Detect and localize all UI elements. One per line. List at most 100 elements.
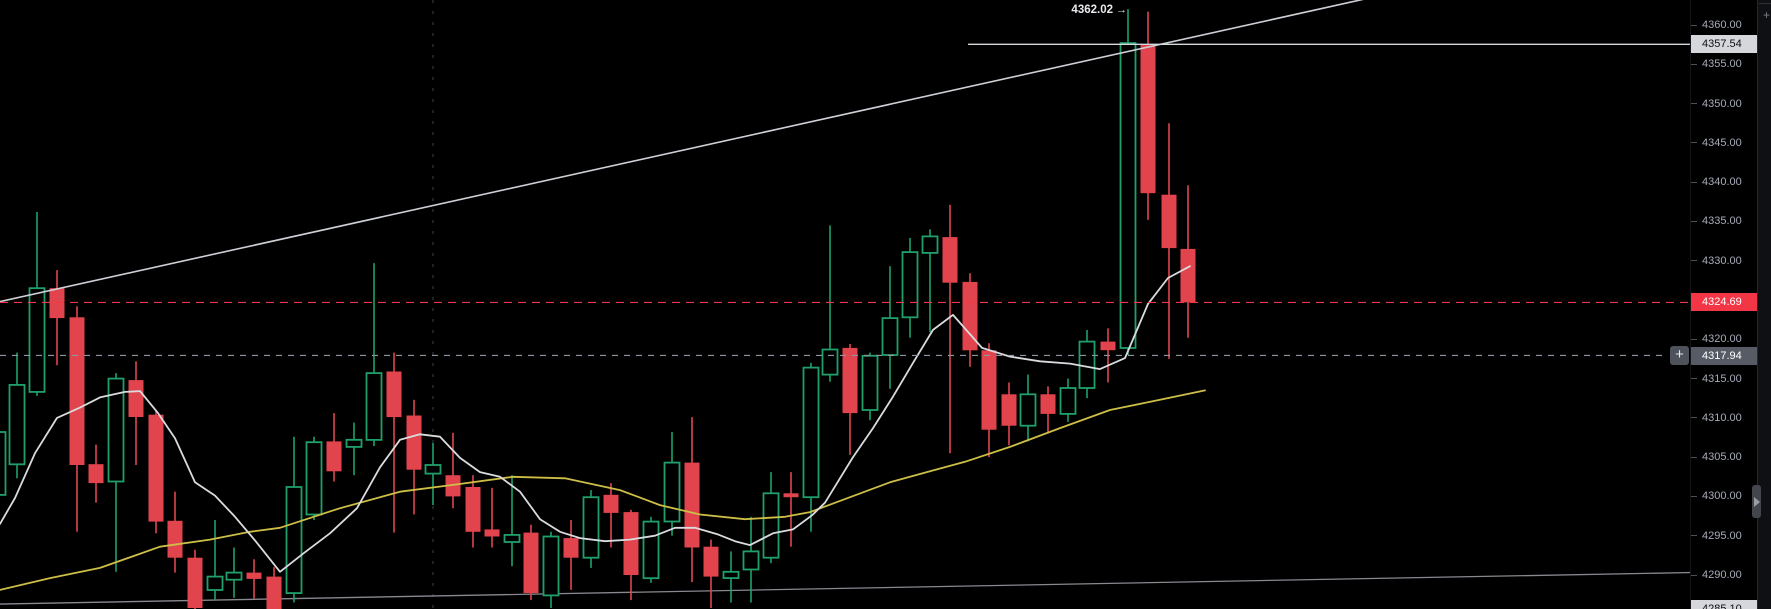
candle-body-down	[167, 520, 183, 558]
candle-body-down	[623, 512, 639, 575]
candle-body-down	[406, 415, 422, 470]
tick-text: 4330.00	[1702, 254, 1742, 267]
candle-body-up	[821, 348, 839, 376]
price-tick-label: 4355.00	[1691, 55, 1742, 73]
tick-mark	[1691, 103, 1697, 105]
tick-text: 4335.00	[1702, 215, 1742, 228]
candle-body-down	[783, 493, 799, 498]
candle-body-up	[722, 570, 740, 579]
tick-mark	[1691, 456, 1697, 458]
tick-text: 4305.00	[1702, 451, 1742, 464]
candle-body-up	[901, 251, 919, 319]
candle-body-up	[285, 486, 303, 594]
tick-mark	[1691, 24, 1697, 26]
candle-body-up	[345, 438, 363, 448]
tick-mark	[1691, 417, 1697, 419]
partial-price-label: 4285.10	[1691, 600, 1764, 609]
pane-corner-icon[interactable]: +	[1763, 8, 1771, 22]
candle-body-up	[861, 354, 879, 411]
price-tick-label: 4340.00	[1691, 173, 1742, 191]
price-tick-label: 4360.00	[1691, 16, 1742, 34]
add-order-plus-icon[interactable]: +	[1670, 346, 1689, 365]
price-axis[interactable]: 4360.00 4355.00 4350.00 4345.00 4340.00 4335.…	[1690, 0, 1764, 609]
candle-body-up	[424, 464, 442, 475]
tick-text: 4345.00	[1702, 136, 1742, 149]
level-price-label: 4357.54	[1691, 35, 1764, 54]
candle-body-down	[266, 576, 282, 609]
candle-body-up	[921, 235, 939, 254]
right-edge-strip	[1757, 0, 1771, 609]
tick-mark	[1691, 378, 1697, 380]
right-strip-divider	[1759, 3, 1771, 4]
candle-body-up	[225, 571, 243, 581]
ma-fast-white-line	[0, 265, 1191, 573]
tick-mark	[1691, 142, 1697, 144]
tick-text: 4340.00	[1702, 176, 1742, 189]
candle-body-down	[128, 380, 144, 417]
tick-text: 4350.00	[1702, 97, 1742, 110]
price-tick-label: 4350.00	[1691, 95, 1742, 113]
tick-mark	[1691, 260, 1697, 262]
candle-body-up	[582, 496, 600, 559]
candle-body-down	[465, 487, 481, 532]
candle-body-up	[742, 550, 760, 571]
candle-body-down	[1100, 341, 1116, 351]
candle-body-up	[762, 492, 780, 559]
candle-body-down	[445, 475, 461, 497]
price-tick-label: 4345.00	[1691, 134, 1742, 152]
lower-trendline[interactable]	[0, 571, 1771, 605]
tick-text: 4295.00	[1702, 529, 1742, 542]
upper-trendline[interactable]	[0, 0, 1375, 303]
candle-body-up	[107, 377, 125, 483]
candle-body-up	[1119, 42, 1137, 349]
candle-body-up	[881, 317, 899, 356]
expand-arrow-icon[interactable]	[1754, 497, 1760, 507]
candle-body-up	[1078, 340, 1096, 389]
tick-text: 4300.00	[1702, 490, 1742, 503]
candle-body-up	[365, 372, 383, 441]
price-tick-label: 4295.00	[1691, 527, 1742, 545]
candle-body-up	[542, 535, 560, 597]
level-price-value: 4357.54	[1702, 38, 1742, 51]
tick-mark	[1691, 63, 1697, 65]
candle-body-down	[842, 347, 858, 414]
price-tick-label: 4315.00	[1691, 370, 1742, 388]
candle-body-up	[642, 520, 660, 580]
candle-body-down	[603, 494, 619, 513]
candle-body-up	[663, 461, 681, 523]
candle-body-down	[484, 529, 500, 537]
candle-body-down	[187, 557, 203, 608]
price-tick-label: 4300.00	[1691, 487, 1742, 505]
candle-body-down	[49, 288, 65, 319]
candle-body-down	[703, 546, 719, 577]
candle-body-up	[305, 441, 323, 516]
high-annotation-arrow-icon: →	[1116, 4, 1127, 16]
price-tick-label: 4305.00	[1691, 448, 1742, 466]
candles-layer	[0, 9, 1196, 609]
tick-mark	[1691, 574, 1697, 576]
candle-body-down	[563, 538, 579, 558]
candle-body-down	[386, 371, 402, 418]
candle-body-down	[1161, 194, 1177, 249]
candle-body-down	[69, 317, 85, 465]
partial-price-value: 4285.10	[1702, 603, 1742, 609]
tick-mark	[1691, 220, 1697, 222]
candle-body-up	[503, 534, 521, 543]
candle-body-down	[981, 350, 997, 430]
candle-body-up	[8, 383, 26, 466]
candle-body-down	[246, 572, 262, 579]
last-price-value: 4324.69	[1702, 296, 1742, 309]
price-tick-label: 4330.00	[1691, 252, 1742, 270]
crosshair-price-value: 4317.94	[1702, 349, 1742, 362]
tick-text: 4355.00	[1702, 58, 1742, 71]
candle-body-down	[942, 237, 958, 283]
candle-body-up	[1059, 387, 1077, 415]
tick-mark	[1691, 535, 1697, 537]
price-tick-label: 4310.00	[1691, 409, 1742, 427]
candle-body-up	[802, 366, 820, 499]
candle-body-down	[148, 414, 164, 522]
candle-body-down	[1040, 394, 1056, 414]
